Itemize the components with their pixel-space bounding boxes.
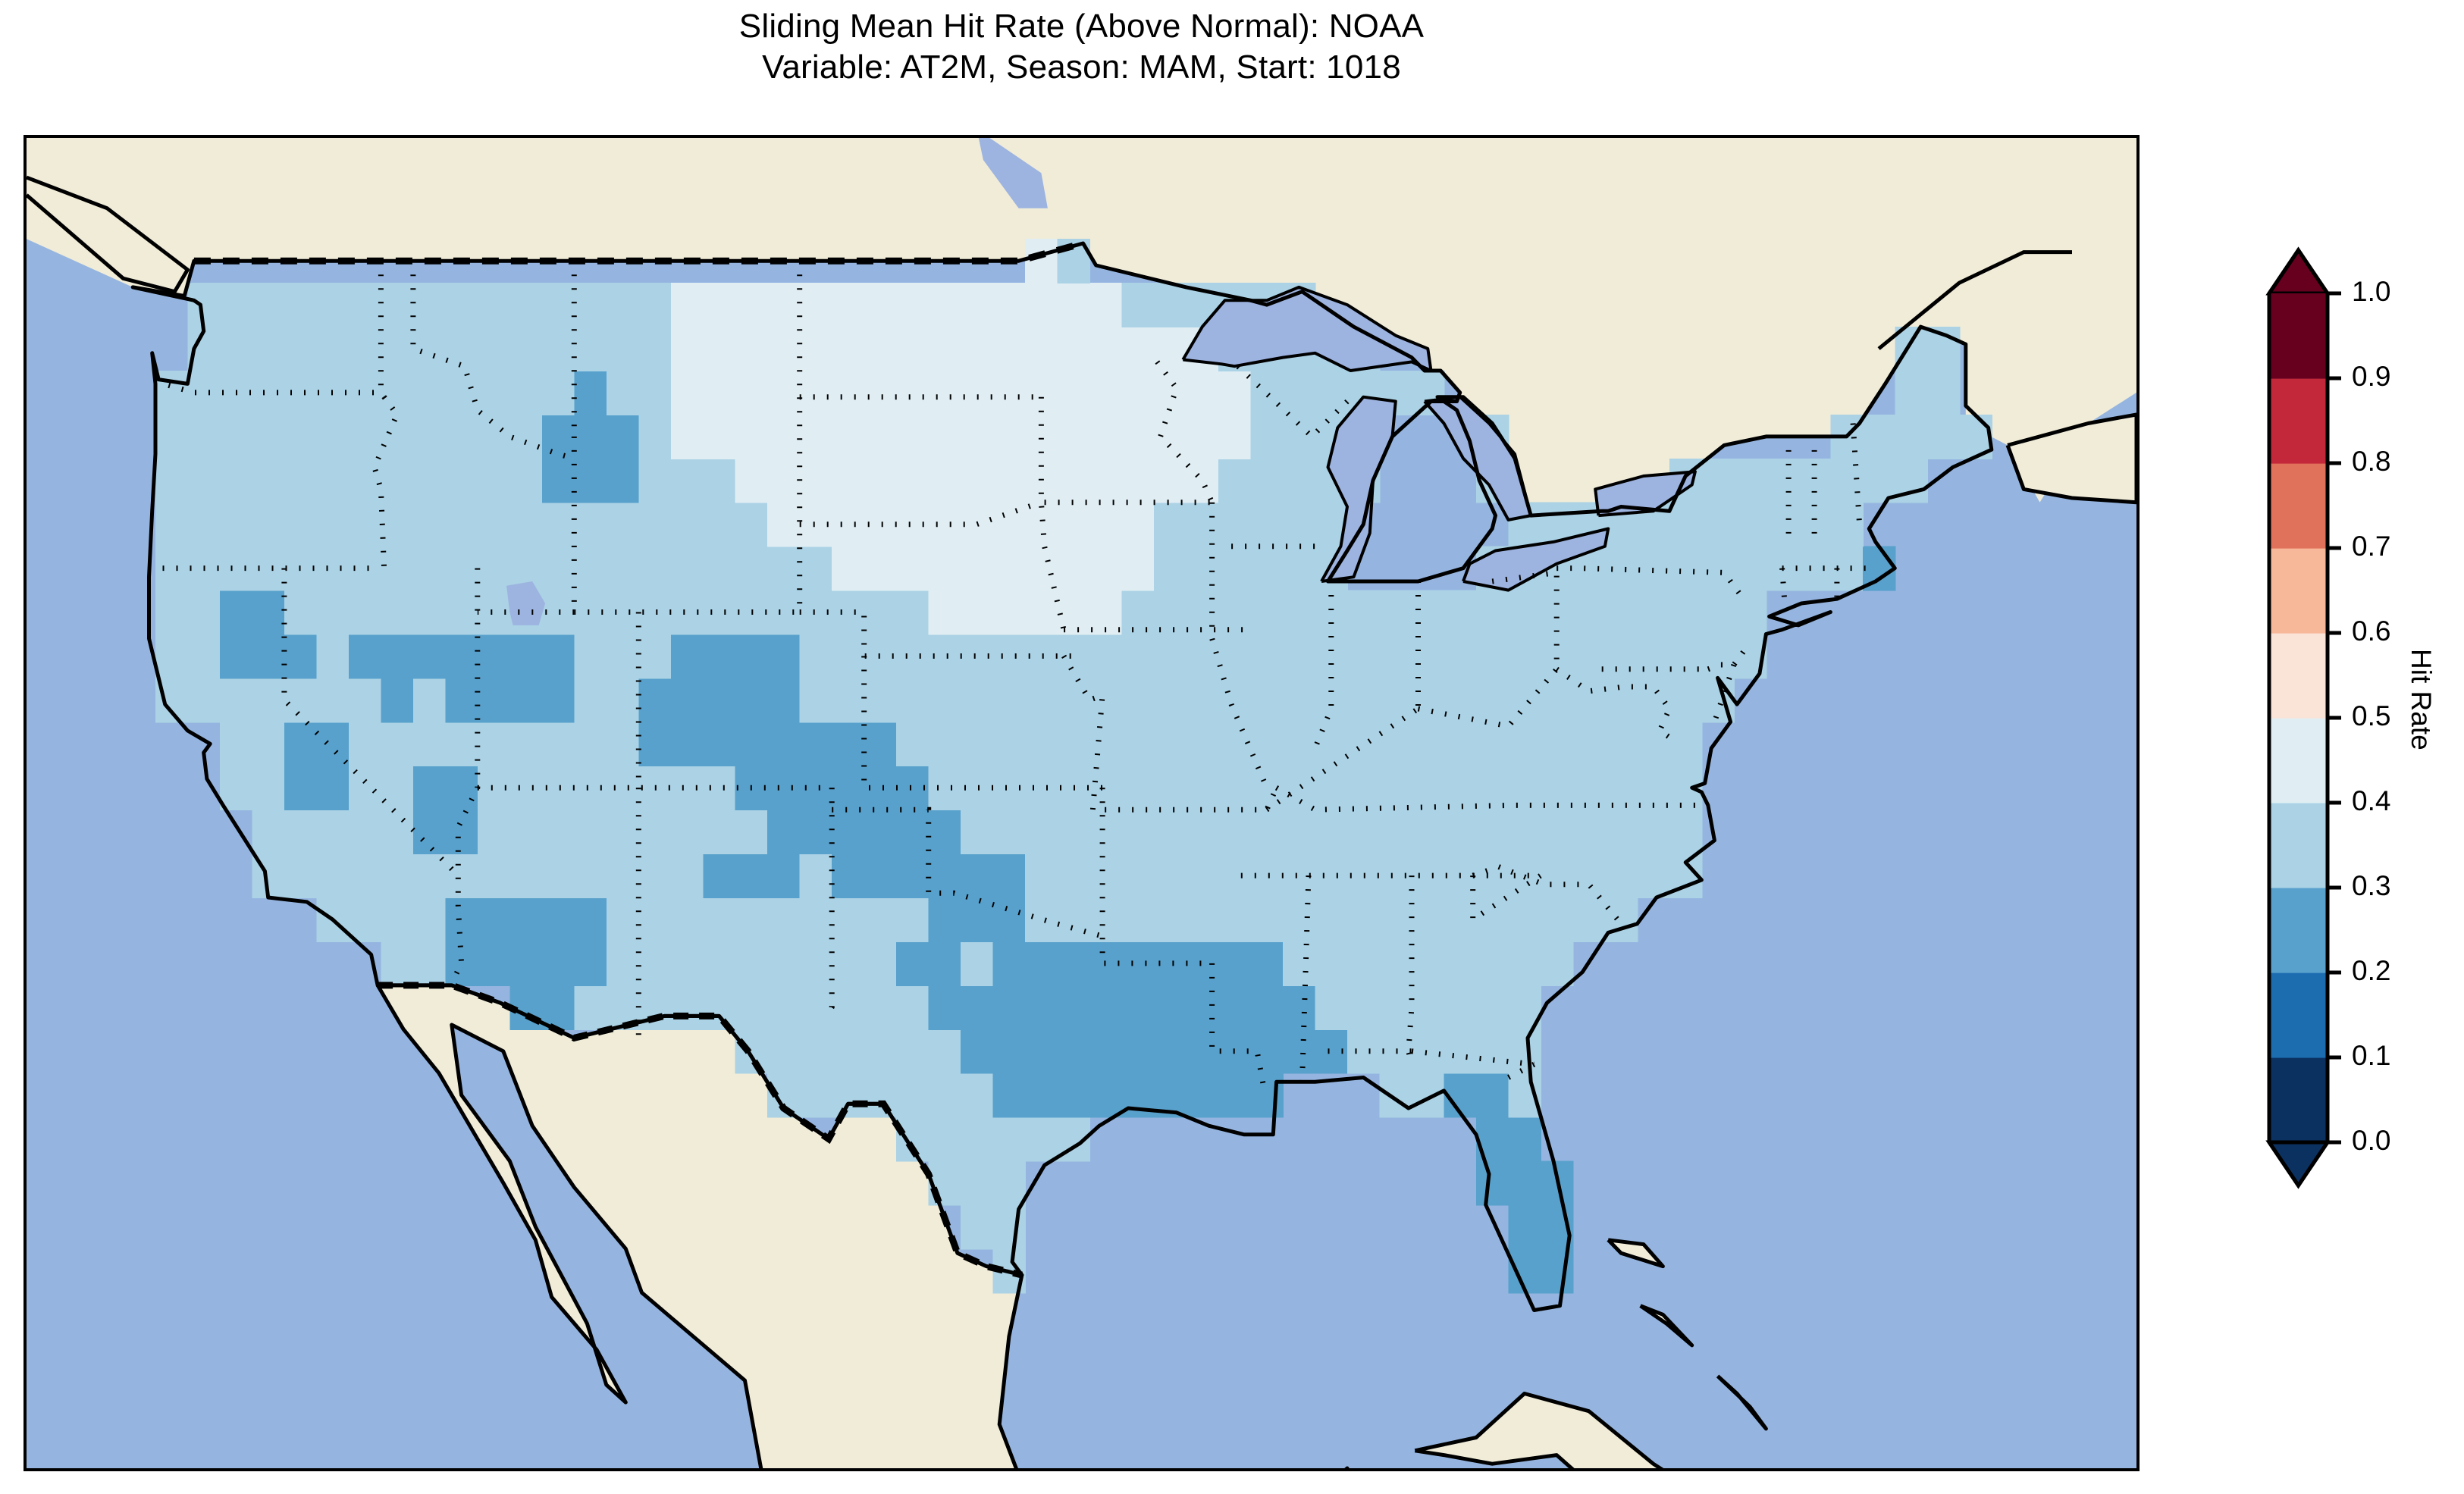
- colorbar-tick-label: 0.5: [2352, 700, 2390, 731]
- colorbar[interactable]: 0.0 0.1 0.2 0.3 0.4 0.5 0.6 0.7 0.8 0.9 1.0 Hit Ra…: [2244, 227, 2464, 1281]
- colorbar-tick-label: 0.7: [2352, 531, 2390, 562]
- map-axes: [24, 135, 2140, 1471]
- land-layer: [27, 138, 2136, 1468]
- lakes-layer: [506, 138, 1695, 625]
- colorbar-tick-label: 0.0: [2352, 1125, 2390, 1156]
- colorbar-tick-label: 0.6: [2352, 615, 2390, 647]
- colorbar-label: Hit Rate: [2406, 649, 2437, 750]
- colorbar-tick-label: 0.4: [2352, 785, 2390, 816]
- colorbar-tick-label: 0.1: [2352, 1040, 2390, 1071]
- colorbar-tick-label: 1.0: [2352, 276, 2390, 307]
- data-grid-layer: [155, 239, 1992, 1294]
- colorbar-tick-label: 0.8: [2352, 446, 2390, 477]
- state-borders-layer: [149, 240, 1868, 1279]
- colorbar-tick-label: 0.3: [2352, 870, 2390, 901]
- colorbar-tick-label: 0.9: [2352, 361, 2390, 392]
- colorbar-svg: 0.0 0.1 0.2 0.3 0.4 0.5 0.6 0.7 0.8 0.9 1.0: [2265, 246, 2390, 1189]
- colorbar-tick-label: 0.2: [2352, 955, 2390, 986]
- figure-title: Sliding Mean Hit Rate (Above Normal): NO…: [0, 6, 2163, 88]
- title-line-2: Variable: AT2M, Season: MAM, Start: 1018: [762, 49, 1401, 86]
- map-plot: [27, 138, 2136, 1468]
- title-line-1: Sliding Mean Hit Rate (Above Normal): NO…: [738, 8, 1425, 45]
